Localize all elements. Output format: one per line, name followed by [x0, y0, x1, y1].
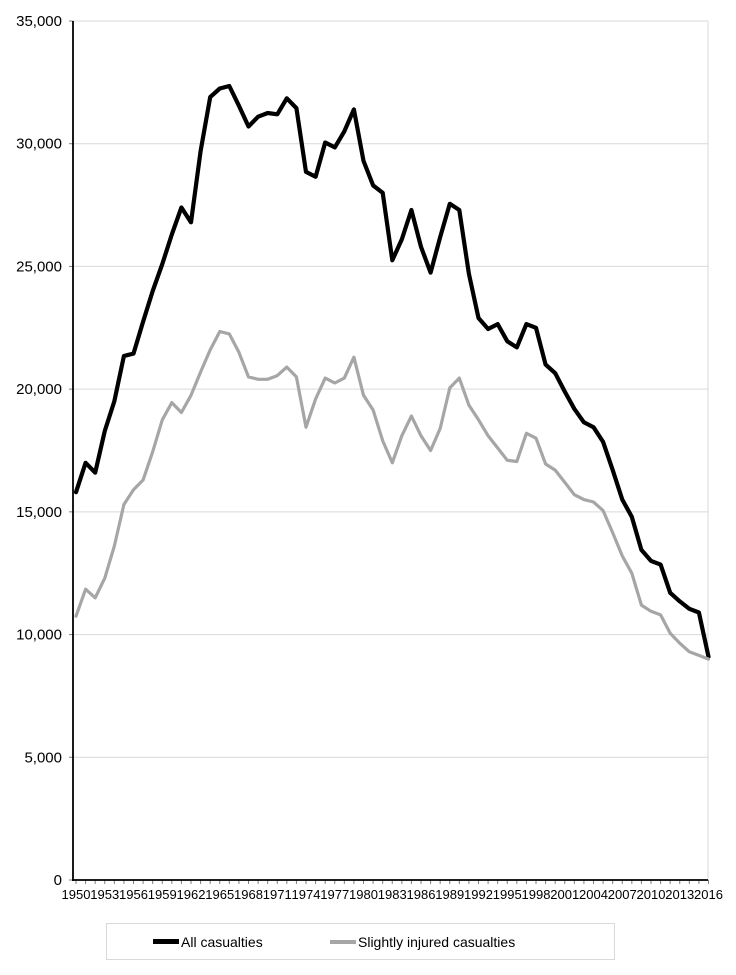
x-axis-label: 1953 — [90, 887, 119, 902]
y-axis-label: 30,000 — [16, 136, 62, 153]
x-axis-label: 1995 — [493, 887, 522, 902]
y-axis-label: 25,000 — [16, 258, 62, 275]
x-axis-label: 1977 — [320, 887, 349, 902]
x-axis-label: 1971 — [263, 887, 292, 902]
slightly-injured-line-swatch — [330, 939, 356, 944]
all-casualties-line-swatch — [153, 939, 179, 944]
y-axis-label: 10,000 — [16, 627, 62, 644]
x-axis-label: 1962 — [177, 887, 206, 902]
x-axis-label: 1959 — [148, 887, 177, 902]
y-axis-label: 20,000 — [16, 381, 62, 398]
x-axis-label: 1950 — [62, 887, 91, 902]
y-axis-label: 5,000 — [24, 749, 62, 766]
legend-item-all-casualties: All casualties — [153, 924, 263, 959]
x-axis-label: 1986 — [407, 887, 436, 902]
all-casualties-legend-label: All casualties — [181, 933, 263, 950]
x-axis-label: 1980 — [349, 887, 378, 902]
x-axis-label: 1974 — [292, 887, 321, 902]
series-line-all-casualties — [73, 83, 711, 659]
x-axis-label: 2004 — [579, 887, 608, 902]
x-axis-label: 2013 — [665, 887, 694, 902]
x-axis-label: 1998 — [522, 887, 551, 902]
x-axis-label: 1992 — [464, 887, 493, 902]
x-axis-label: 1983 — [378, 887, 407, 902]
x-axis-label: 1965 — [205, 887, 234, 902]
x-axis-label: 1956 — [119, 887, 148, 902]
x-axis-label: 2007 — [608, 887, 637, 902]
y-axis-label: 35,000 — [16, 13, 62, 30]
y-axis-label: 15,000 — [16, 504, 62, 521]
x-axis-label: 2016 — [694, 887, 723, 902]
casualties-line-chart: 0 5,000 10,000 15,000 20,000 25,000 30,000 35,0… — [16, 13, 723, 902]
x-axis-label: 2010 — [637, 887, 666, 902]
x-axis-label: 1989 — [435, 887, 464, 902]
x-axis-label: 1968 — [234, 887, 263, 902]
y-axis-label: 0 — [54, 872, 62, 889]
legend: All casualties Slightly injured casualti… — [106, 923, 615, 960]
series-line-slightly-injured-casualties — [74, 329, 711, 661]
x-axis-label: 2001 — [550, 887, 579, 902]
legend-item-slightly-injured: Slightly injured casualties — [330, 924, 515, 959]
slightly-injured-legend-label: Slightly injured casualties — [358, 933, 516, 950]
